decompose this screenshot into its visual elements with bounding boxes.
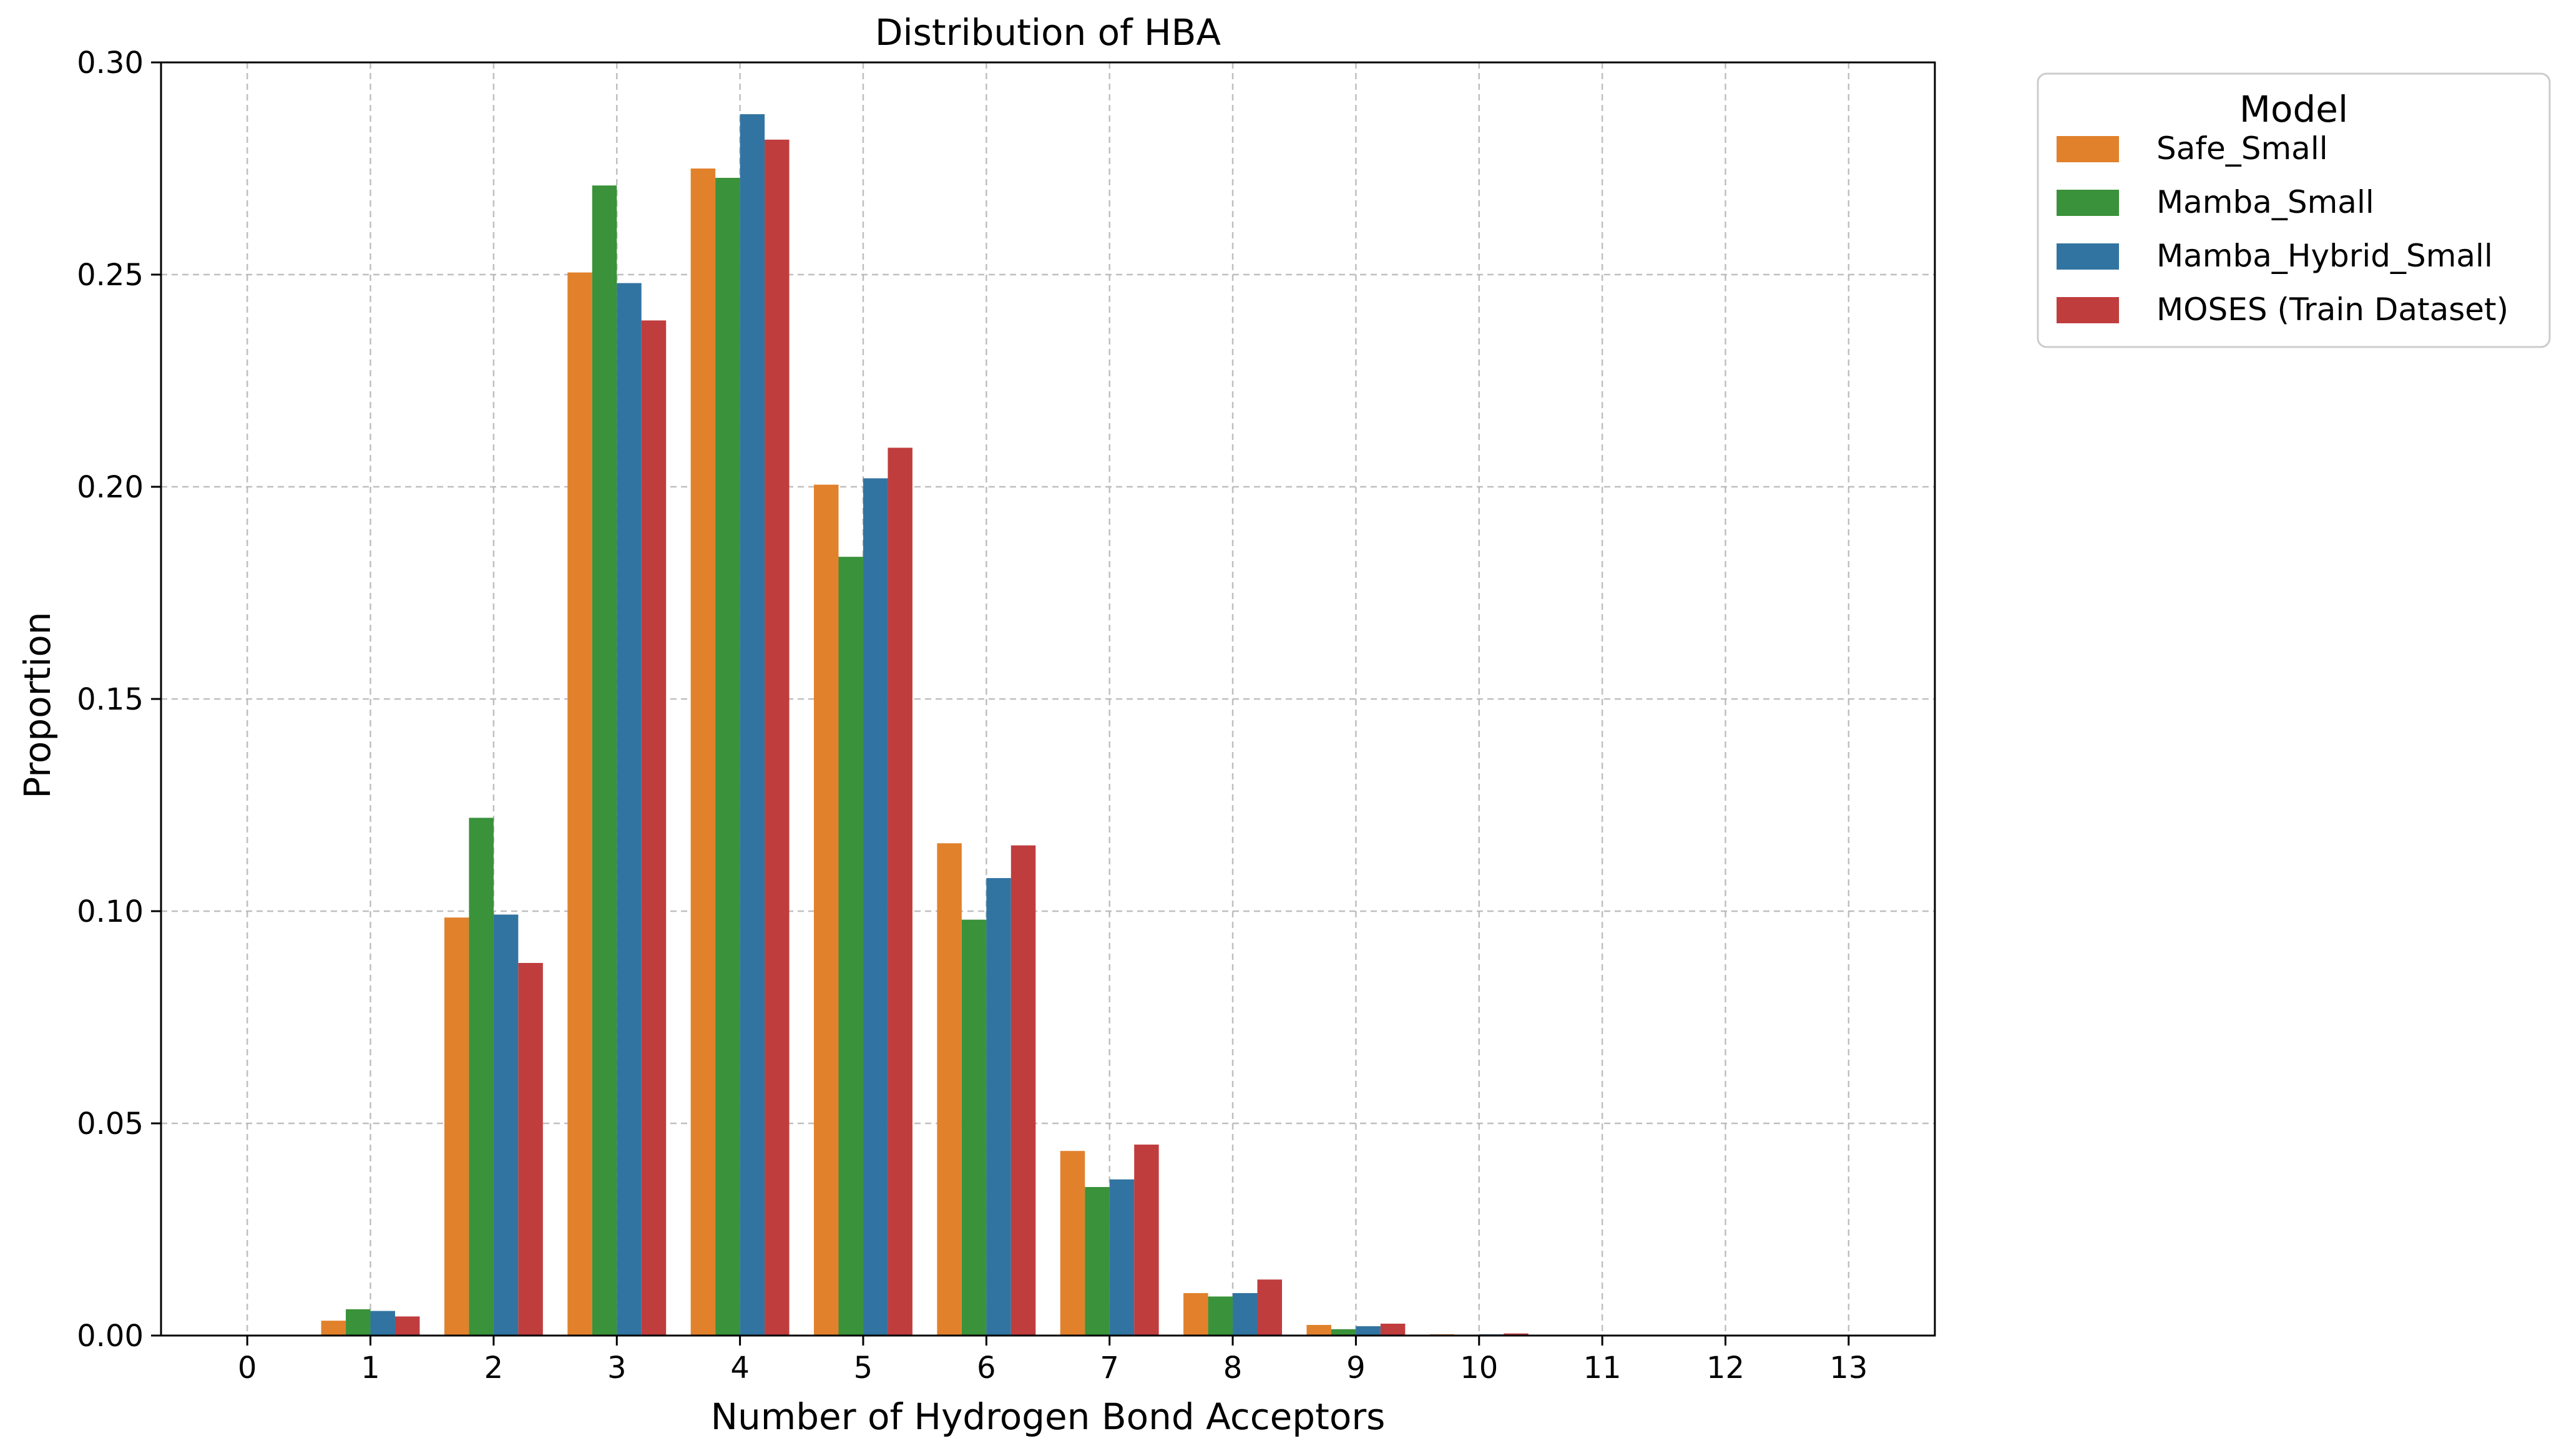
bar-moses-train-dataset--5 xyxy=(888,447,913,1336)
bar-mamba-small-9 xyxy=(1331,1329,1356,1336)
legend-label: Mamba_Hybrid_Small xyxy=(2156,238,2493,274)
legend-label: MOSES (Train Dataset) xyxy=(2156,291,2508,328)
legend-title: Model xyxy=(2239,88,2348,130)
legend: Model Safe_Small Mamba_Small Mamba_Hybrid_… xyxy=(2037,72,2551,348)
legend-swatch xyxy=(2057,136,2119,162)
bar-mamba-hybrid-small-5 xyxy=(863,478,888,1336)
bar-moses-train-dataset--7 xyxy=(1134,1145,1159,1336)
x-tick-label: 7 xyxy=(1100,1351,1119,1385)
legend-swatch xyxy=(2057,190,2119,216)
bar-safe-small-2 xyxy=(444,917,469,1336)
bar-mamba-hybrid-small-8 xyxy=(1233,1293,1258,1336)
legend-swatch xyxy=(2057,297,2119,323)
bar-safe-small-3 xyxy=(567,272,592,1336)
bar-mamba-small-1 xyxy=(346,1309,371,1336)
x-tick-label: 8 xyxy=(1223,1351,1243,1385)
bar-moses-train-dataset--8 xyxy=(1257,1279,1282,1336)
bar-moses-train-dataset--1 xyxy=(394,1316,420,1336)
bar-mamba-small-5 xyxy=(838,557,863,1336)
bar-moses-train-dataset--3 xyxy=(641,320,667,1336)
legend-frame xyxy=(2037,72,2551,348)
bar-mamba-small-2 xyxy=(469,818,494,1336)
bars-layer xyxy=(321,114,1529,1336)
legend-label: Safe_Small xyxy=(2156,130,2328,167)
bar-moses-train-dataset--2 xyxy=(518,962,543,1336)
bar-safe-small-4 xyxy=(690,169,716,1336)
bar-mamba-small-7 xyxy=(1085,1187,1110,1336)
y-tick-label: 0.15 xyxy=(77,682,144,717)
x-tick-label: 2 xyxy=(484,1351,504,1385)
x-tick-label: 11 xyxy=(1583,1351,1622,1385)
y-tick-label: 0.25 xyxy=(77,258,144,293)
x-tick-label: 12 xyxy=(1706,1351,1744,1385)
bar-mamba-hybrid-small-1 xyxy=(370,1311,395,1336)
x-tick-label: 13 xyxy=(1829,1351,1867,1385)
bar-safe-small-6 xyxy=(937,843,962,1336)
legend-label: Mamba_Small xyxy=(2156,184,2374,220)
bar-mamba-hybrid-small-2 xyxy=(493,914,519,1336)
legend-swatch xyxy=(2057,243,2119,270)
bar-mamba-small-4 xyxy=(715,177,740,1336)
y-tick-label: 0.00 xyxy=(77,1319,144,1354)
bar-mamba-hybrid-small-9 xyxy=(1356,1326,1381,1336)
x-tick-label: 9 xyxy=(1346,1351,1366,1385)
bar-mamba-small-6 xyxy=(961,919,987,1336)
bar-moses-train-dataset--9 xyxy=(1380,1323,1406,1336)
bar-safe-small-9 xyxy=(1306,1325,1331,1336)
bar-mamba-hybrid-small-6 xyxy=(986,877,1011,1336)
y-tick-label: 0.10 xyxy=(77,894,144,929)
bar-mamba-small-8 xyxy=(1208,1296,1233,1336)
x-tick-label: 6 xyxy=(977,1351,996,1385)
bar-safe-small-7 xyxy=(1060,1151,1085,1336)
legend-items: Safe_Small Mamba_Small Mamba_Hybrid_Small M… xyxy=(2057,130,2508,328)
grid-layer xyxy=(161,61,1935,1337)
bar-mamba-hybrid-small-3 xyxy=(617,283,642,1336)
x-tick-label: 5 xyxy=(854,1351,873,1385)
y-axis-label: Proportion xyxy=(16,612,59,798)
x-tick-label: 4 xyxy=(730,1351,750,1385)
bar-mamba-hybrid-small-7 xyxy=(1109,1179,1135,1336)
axes-layer: 0 1 2 3 4 5 6 7 8 9 10 11 12 130.000.050.100.150.200.… xyxy=(77,46,1936,1385)
x-tick-label: 1 xyxy=(361,1351,380,1385)
bar-safe-small-1 xyxy=(321,1321,346,1336)
x-tick-label: 10 xyxy=(1460,1351,1498,1385)
bar-moses-train-dataset--6 xyxy=(1010,845,1036,1336)
bar-mamba-hybrid-small-4 xyxy=(740,114,765,1336)
y-tick-label: 0.30 xyxy=(77,46,144,81)
x-axis-label: Number of Hydrogen Bond Acceptors xyxy=(711,1395,1386,1438)
y-tick-label: 0.20 xyxy=(77,470,144,505)
y-tick-label: 0.05 xyxy=(77,1107,144,1141)
x-tick-label: 0 xyxy=(238,1351,257,1385)
bar-moses-train-dataset--4 xyxy=(765,139,790,1336)
bar-moses-train-dataset--10 xyxy=(1504,1333,1529,1336)
chart-title: Distribution of HBA xyxy=(875,11,1221,54)
bar-safe-small-8 xyxy=(1183,1293,1208,1336)
bar-mamba-small-3 xyxy=(592,185,617,1336)
bar-safe-small-5 xyxy=(814,484,839,1336)
x-tick-label: 3 xyxy=(607,1351,627,1385)
